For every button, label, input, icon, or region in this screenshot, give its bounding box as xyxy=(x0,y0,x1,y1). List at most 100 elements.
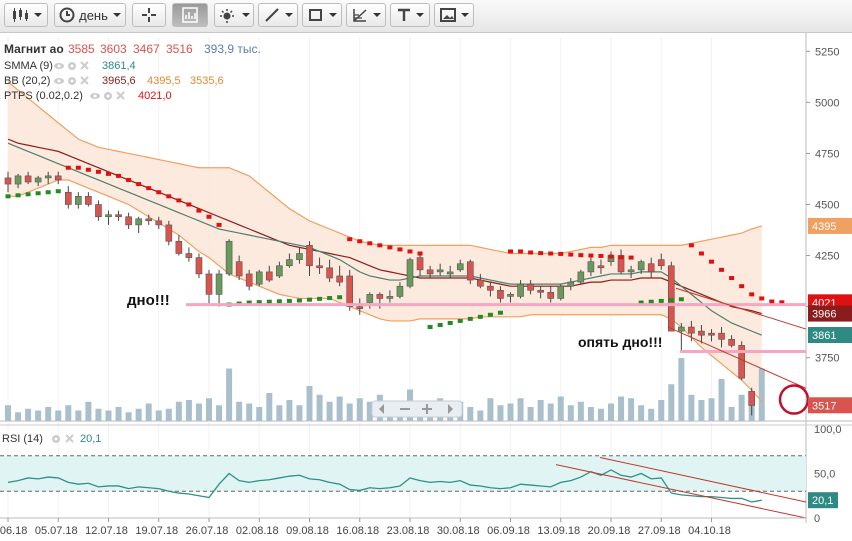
ptps-dot xyxy=(417,251,423,256)
volume-bar xyxy=(547,403,554,421)
volume-bar xyxy=(85,401,92,421)
candle-body xyxy=(728,338,735,346)
fib-button[interactable] xyxy=(346,3,386,27)
image-icon xyxy=(439,8,456,22)
line-draw-button[interactable] xyxy=(258,3,298,27)
period-label: день xyxy=(79,7,108,23)
ptps-close-icon[interactable] xyxy=(116,91,125,100)
volume-bar xyxy=(105,410,112,421)
chart-type-button[interactable] xyxy=(4,3,48,27)
shape-button[interactable] xyxy=(302,3,342,27)
date-tick-label: 02.08.18 xyxy=(236,525,279,537)
candle-body xyxy=(627,269,635,273)
text-button[interactable] xyxy=(390,3,430,27)
candle-body xyxy=(748,391,756,406)
candle-body xyxy=(466,261,474,281)
bb-lower-line xyxy=(8,179,763,402)
candle-body xyxy=(708,332,715,336)
indicators-icon xyxy=(182,7,198,23)
volume-bar xyxy=(758,368,765,421)
candle-body xyxy=(235,261,243,277)
volume-bar xyxy=(618,396,625,421)
candle-body xyxy=(225,240,233,275)
bb-mid-value: 3965,6 xyxy=(102,75,136,87)
candle-body xyxy=(125,216,132,226)
ptps-dot xyxy=(387,245,393,250)
candle-body xyxy=(34,177,42,183)
volume-bar xyxy=(507,403,514,421)
ptps-dot xyxy=(528,250,534,255)
bb-gear-icon[interactable] xyxy=(68,77,76,85)
candlestick-icon xyxy=(12,8,28,22)
candle-body xyxy=(456,263,464,271)
candle-body xyxy=(517,283,524,297)
smma-close-icon[interactable] xyxy=(80,61,89,70)
candle-body xyxy=(336,275,343,283)
volume-bar xyxy=(517,398,524,421)
ptps-dot xyxy=(749,292,755,297)
ptps-dot xyxy=(548,251,554,256)
candle-body xyxy=(647,263,655,273)
ptps-dot xyxy=(447,320,453,325)
volume-bar xyxy=(638,405,645,421)
candle-body xyxy=(95,204,102,218)
ptps-dot xyxy=(628,255,634,260)
volume-bar xyxy=(25,408,32,421)
volume-bar xyxy=(155,410,162,421)
scroll-left-icon[interactable] xyxy=(379,404,384,414)
chart-area[interactable]: 3750400042504500475050005250 43954021396… xyxy=(0,33,852,541)
ptps-dot xyxy=(45,190,51,195)
ptps-dot xyxy=(176,198,182,203)
volume-bar xyxy=(487,398,494,421)
ptps-dot xyxy=(618,255,624,260)
ptps-dot xyxy=(688,243,694,248)
volume-bar xyxy=(185,400,192,421)
indicators-button[interactable] xyxy=(172,3,208,27)
ptps-gear-icon[interactable] xyxy=(104,92,112,100)
volume-bar xyxy=(587,407,594,421)
volume-bar xyxy=(195,403,202,421)
date-tick-label: 19.07.18 xyxy=(135,525,178,537)
volume-bar xyxy=(256,407,263,421)
rsi-gear-icon[interactable] xyxy=(52,435,60,443)
candle-body xyxy=(527,283,534,291)
bb-close-icon[interactable] xyxy=(80,76,89,85)
candle-body xyxy=(356,306,364,309)
smma-gear-icon[interactable] xyxy=(68,62,76,70)
ptps-eye-icon[interactable] xyxy=(90,93,100,99)
bb-eye-icon[interactable] xyxy=(54,78,64,84)
ohlc-open: 3585 xyxy=(68,42,95,56)
volume-bar xyxy=(266,393,273,421)
channel-upper-line xyxy=(675,287,807,330)
ptps-dot xyxy=(578,253,584,258)
period-select[interactable]: день xyxy=(54,3,126,27)
crosshair-button[interactable] xyxy=(132,3,166,27)
candle-body xyxy=(567,281,575,287)
ptps-dot xyxy=(377,243,383,248)
ptps-dot xyxy=(457,318,463,323)
ptps-dot xyxy=(558,251,564,256)
zoom-in-icon[interactable] xyxy=(422,404,432,414)
volume-bar xyxy=(276,405,283,421)
price-tick-label: 5000 xyxy=(815,97,839,109)
image-button[interactable] xyxy=(434,3,474,27)
candle-body xyxy=(75,196,82,205)
rsi-close-icon[interactable] xyxy=(65,434,74,443)
scroll-right-icon[interactable] xyxy=(448,404,453,414)
line-draw-icon xyxy=(264,8,279,22)
rsi-value: 20,1 xyxy=(80,433,101,445)
ptps-dot xyxy=(769,299,775,304)
candle-body xyxy=(296,253,303,260)
smma-eye-icon[interactable] xyxy=(54,63,64,69)
smma-value: 3861,4 xyxy=(102,60,136,72)
volume-bar xyxy=(135,408,142,421)
scroll-navigator[interactable] xyxy=(371,400,463,418)
settings-button[interactable] xyxy=(214,3,254,27)
candle-body xyxy=(688,326,695,334)
zoom-out-icon[interactable] xyxy=(400,408,410,410)
smma-line xyxy=(7,142,762,336)
price-badge-label: 3966 xyxy=(812,309,836,321)
ptps-dot xyxy=(729,276,735,281)
ptps-dot xyxy=(186,202,192,207)
